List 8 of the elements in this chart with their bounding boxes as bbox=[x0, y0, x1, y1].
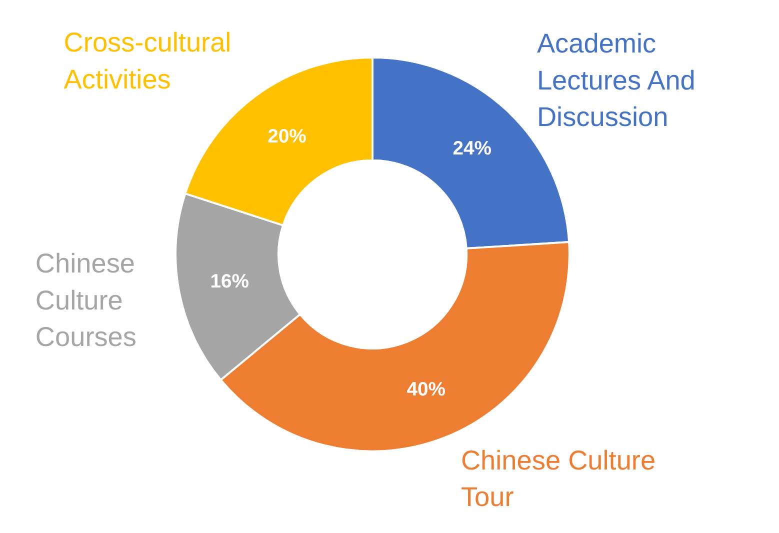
slice-label: Chinese Culture Tour bbox=[460, 444, 656, 512]
data-label: 40% bbox=[406, 378, 446, 401]
data-label: 24% bbox=[452, 137, 492, 160]
slice-label: Cross-cultural Activities bbox=[64, 26, 232, 94]
slice-label: Chinese Culture Courses bbox=[35, 247, 136, 352]
slice-label: Academic Lectures And Discussion bbox=[536, 27, 696, 132]
data-label: 16% bbox=[210, 270, 249, 293]
data-label: 20% bbox=[268, 126, 306, 148]
